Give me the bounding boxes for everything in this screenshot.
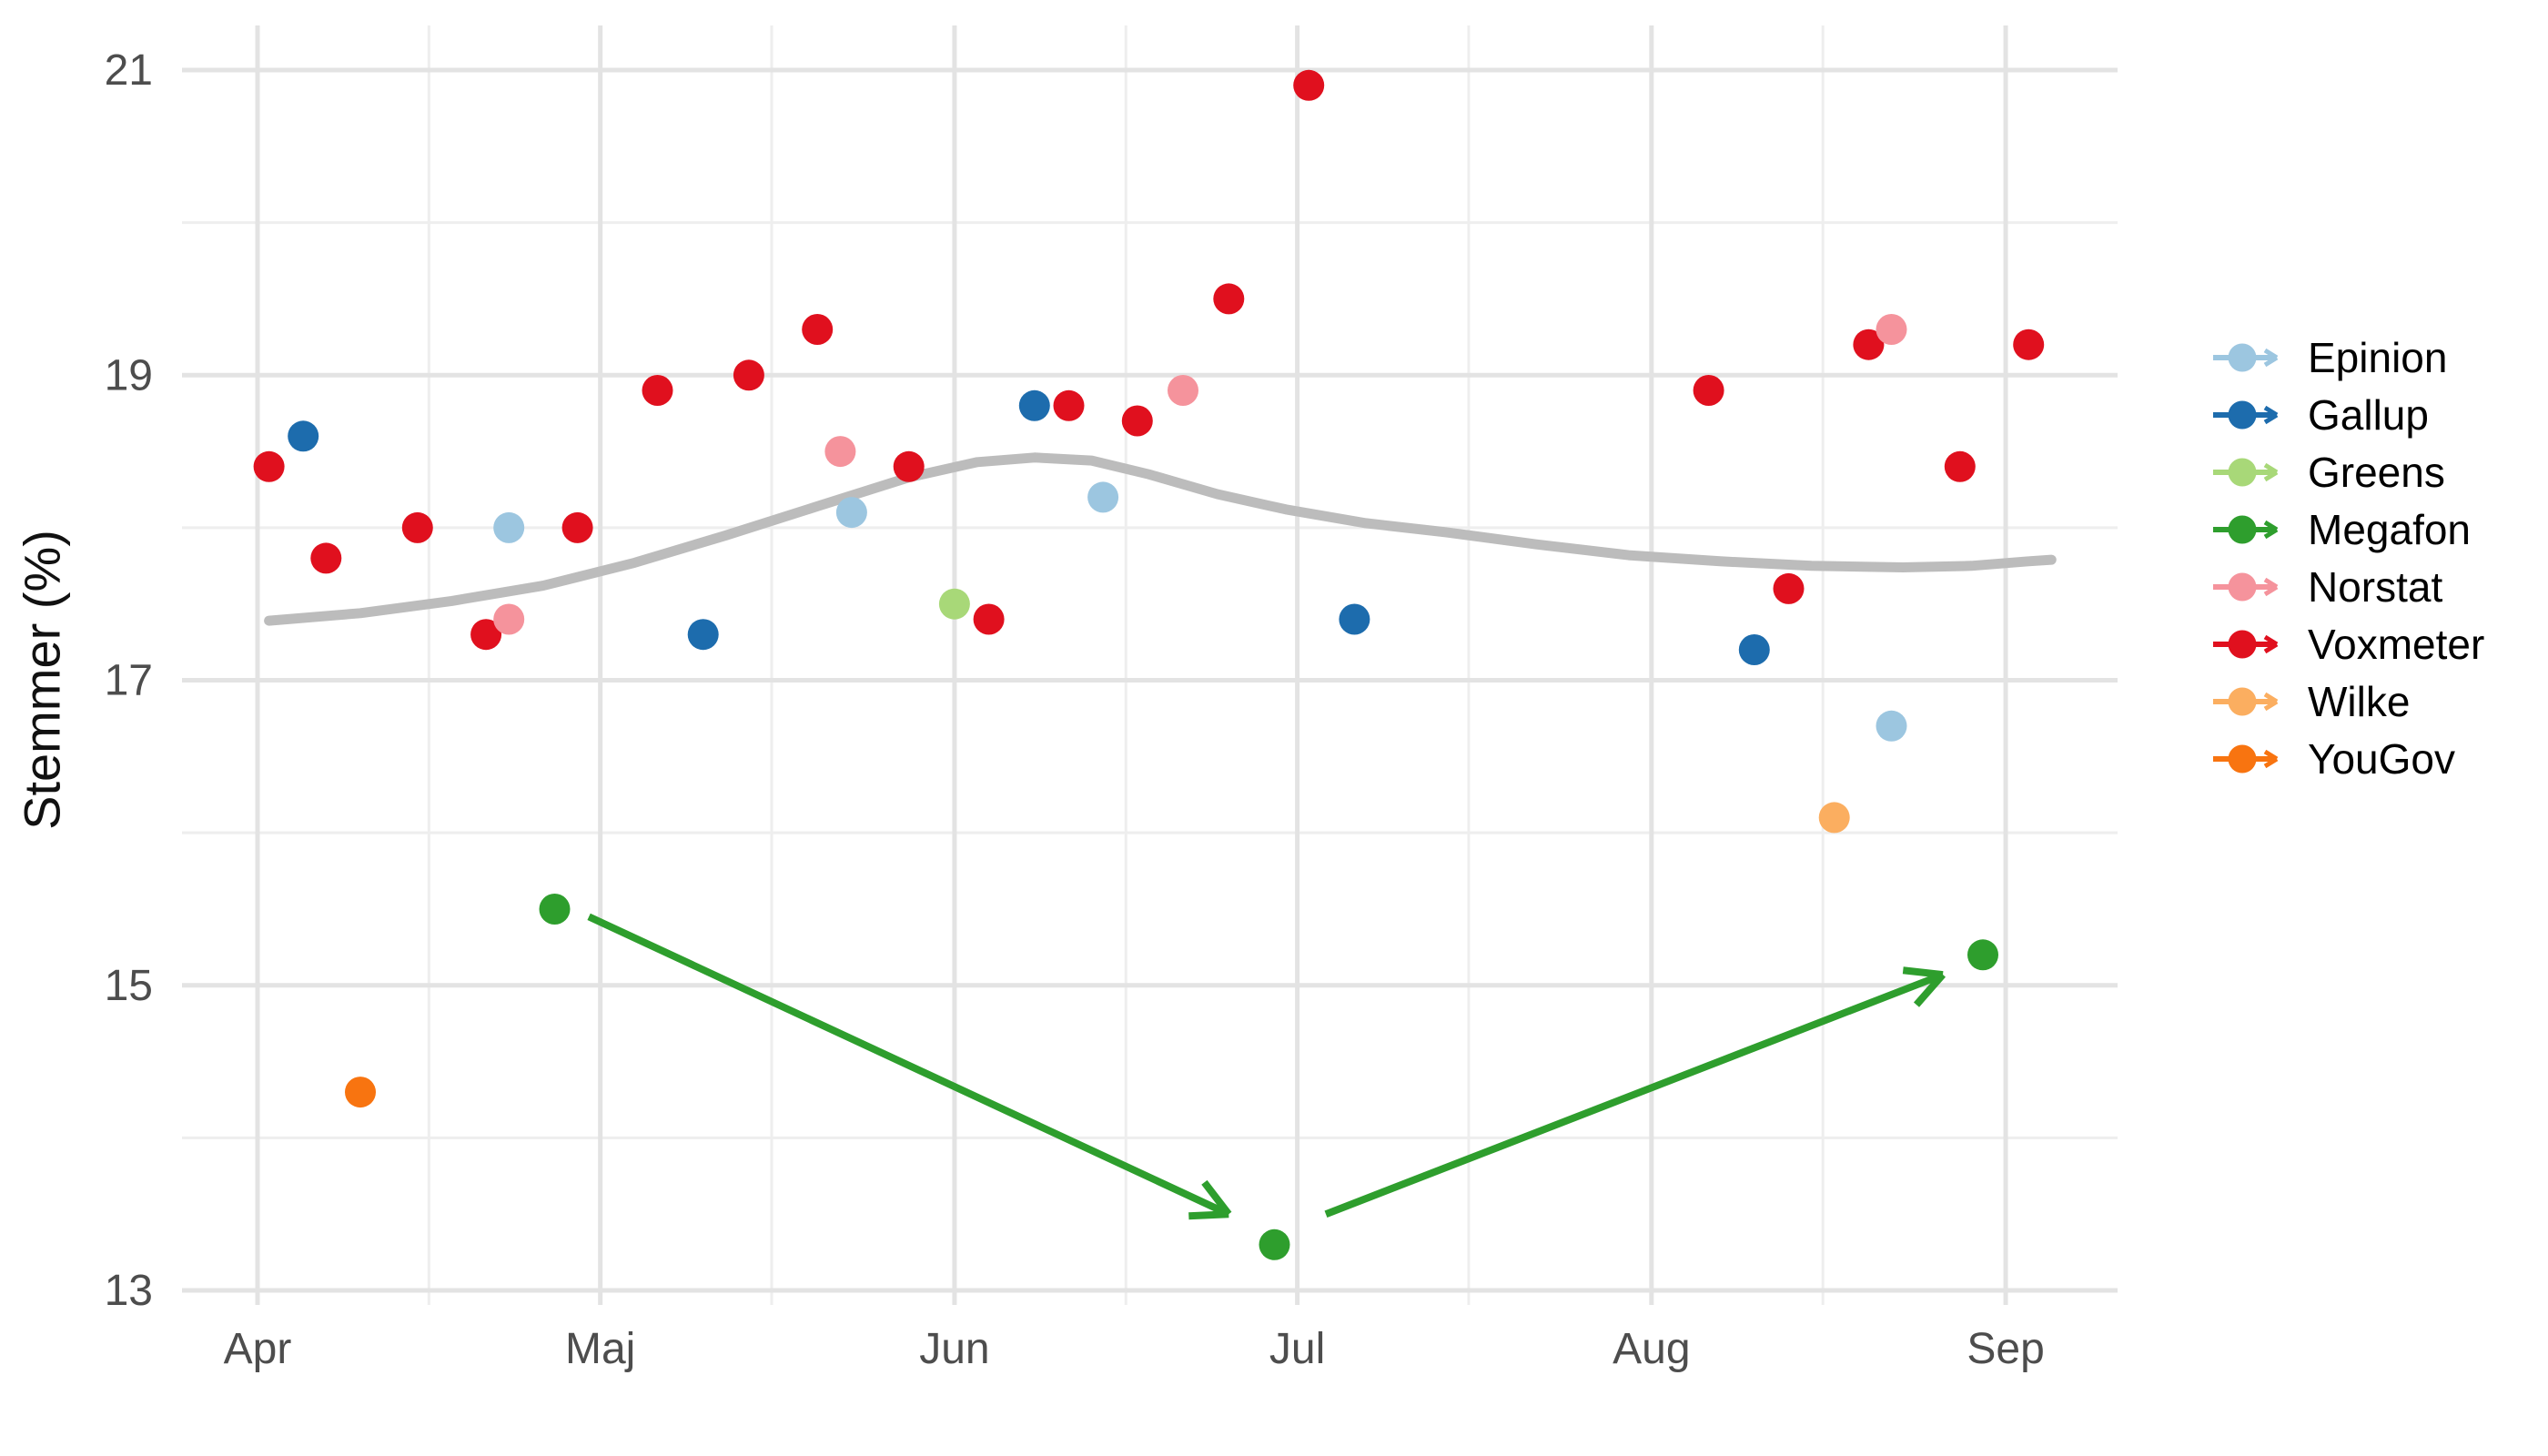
data-point-voxmeter (733, 359, 764, 391)
data-point-norstat (824, 436, 856, 468)
x-tick-label: Apr (224, 1325, 292, 1373)
legend-key-arrow-dot-icon (2213, 744, 2279, 773)
data-point-epinion (493, 511, 525, 543)
legend-label: Norstat (2308, 562, 2443, 611)
data-point-voxmeter (1053, 389, 1085, 421)
legend-label: Greens (2308, 448, 2445, 496)
annotation-arrowhead (1201, 1179, 1232, 1217)
legend-label: Gallup (2308, 390, 2429, 439)
x-tick-label: Jun (919, 1325, 989, 1373)
legend-label: Voxmeter (2308, 620, 2485, 668)
data-point-gallup (1738, 634, 1770, 665)
data-point-epinion (835, 497, 867, 529)
x-tick-label: Sep (1967, 1325, 2044, 1373)
x-tick-label: Jul (1269, 1325, 1325, 1373)
annotation-arrow-shaft (1324, 971, 1945, 1218)
annotation-arrowhead (1913, 972, 1946, 1007)
data-point-voxmeter (470, 619, 502, 651)
legend-key-arrow-dot-icon (2213, 458, 2279, 486)
data-point-voxmeter (310, 542, 342, 574)
legend-key-arrow-dot-icon (2213, 343, 2279, 371)
y-tick-label: 13 (105, 1267, 153, 1315)
legend-key-arrow-dot-icon (2213, 572, 2279, 601)
data-point-yougov (345, 1077, 376, 1108)
legend: Epinion Gallup Greens Megafon Norstat Voxmete… (2211, 329, 2484, 787)
legend-label: YouGov (2308, 734, 2455, 783)
data-point-voxmeter (1293, 69, 1325, 101)
annotation-arrowhead (1188, 1210, 1229, 1220)
legend-label: Epinion (2308, 333, 2448, 381)
data-point-voxmeter (561, 511, 593, 543)
data-point-norstat (1876, 314, 1907, 345)
data-point-greens (938, 588, 970, 620)
data-point-epinion (1876, 710, 1907, 742)
data-point-voxmeter (401, 511, 433, 543)
legend-key-arrow-dot-icon (2213, 687, 2279, 715)
legend-item-epinion: Epinion (2211, 329, 2484, 386)
data-point-voxmeter (1213, 283, 1245, 315)
legend-item-norstat: Norstat (2211, 558, 2484, 615)
data-point-megafon (1259, 1228, 1290, 1260)
legend-key-arrow-dot-icon (2213, 400, 2279, 429)
trend-line (264, 452, 2057, 626)
data-point-norstat (493, 603, 525, 635)
y-tick-label: 19 (105, 351, 153, 399)
legend-label: Megafon (2308, 505, 2472, 553)
data-point-voxmeter (1853, 329, 1885, 360)
data-point-voxmeter (1693, 375, 1724, 406)
data-point-voxmeter (1121, 405, 1153, 437)
data-point-voxmeter (893, 450, 925, 482)
legend-item-greens: Greens (2211, 443, 2484, 500)
data-point-voxmeter (253, 450, 285, 482)
data-point-norstat (1168, 375, 1198, 406)
legend-item-megafon: Megafon (2211, 500, 2484, 558)
legend-key-arrow-dot-icon (2213, 630, 2279, 658)
data-point-voxmeter (1944, 450, 1976, 482)
data-point-voxmeter (973, 603, 1005, 635)
data-point-gallup (1018, 389, 1050, 421)
legend-label: Wilke (2308, 677, 2411, 725)
annotation-arrowhead (1902, 966, 1944, 979)
data-point-gallup (1339, 603, 1370, 635)
y-axis-title: Stemmer (%) (13, 530, 71, 830)
data-point-epinion (1087, 481, 1119, 513)
y-tick-label: 17 (105, 657, 153, 705)
y-tick-label: 21 (105, 46, 153, 95)
data-point-voxmeter (642, 375, 673, 406)
data-point-megafon (539, 894, 571, 925)
data-point-wilke (1818, 802, 1850, 834)
data-point-gallup (687, 619, 719, 651)
annotation-arrow-shaft (587, 913, 1230, 1218)
y-tick-label: 15 (105, 962, 153, 1010)
legend-item-gallup: Gallup (2211, 386, 2484, 443)
data-point-voxmeter (2013, 329, 2045, 360)
data-point-voxmeter (1773, 572, 1805, 604)
x-tick-label: Maj (565, 1325, 635, 1373)
x-tick-label: Aug (1613, 1325, 1690, 1373)
legend-item-yougov: YouGov (2211, 730, 2484, 787)
data-point-gallup (288, 420, 319, 452)
data-point-megafon (1967, 939, 1998, 971)
legend-key-arrow-dot-icon (2213, 515, 2279, 543)
legend-item-wilke: Wilke (2211, 672, 2484, 730)
data-point-voxmeter (802, 314, 834, 345)
legend-item-voxmeter: Voxmeter (2211, 615, 2484, 672)
